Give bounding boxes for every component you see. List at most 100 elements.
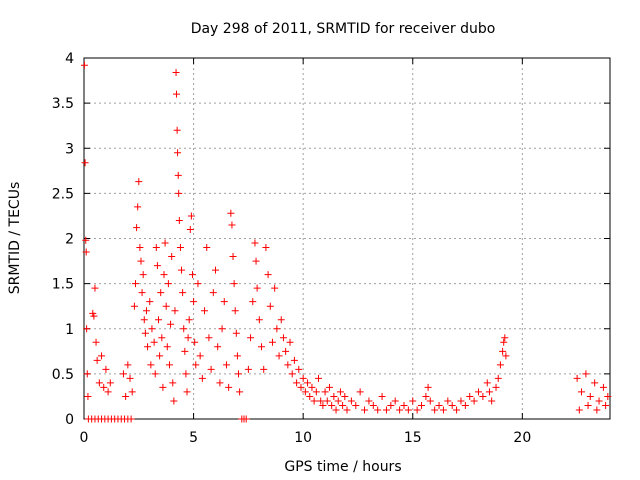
data-point — [266, 302, 274, 310]
data-point — [141, 329, 149, 337]
data-point — [181, 347, 189, 355]
data-point — [315, 374, 323, 382]
data-point — [160, 271, 168, 279]
data-point — [483, 379, 491, 387]
data-point — [147, 361, 155, 369]
data-point — [325, 383, 333, 391]
data-point — [170, 397, 178, 405]
data-point — [499, 347, 507, 355]
data-point — [494, 374, 502, 382]
data-point — [369, 401, 377, 409]
data-point — [229, 253, 237, 261]
data-point — [387, 401, 395, 409]
data-point — [156, 352, 164, 360]
data-point — [235, 370, 243, 378]
data-point — [126, 374, 134, 382]
y-tick-label: 2 — [65, 232, 74, 248]
data-point — [218, 325, 226, 333]
data-point — [130, 302, 138, 310]
data-point — [148, 325, 156, 333]
data-point — [586, 392, 594, 400]
data-point — [134, 203, 142, 211]
data-point — [418, 401, 426, 409]
data-point — [91, 284, 99, 292]
data-point — [431, 406, 439, 414]
data-point — [203, 244, 211, 252]
data-point — [225, 383, 233, 391]
data-point — [169, 379, 177, 387]
y-tick-label: 1 — [65, 322, 74, 338]
data-point — [453, 406, 461, 414]
data-point — [186, 225, 194, 233]
data-point — [187, 212, 195, 220]
data-point — [466, 392, 474, 400]
data-point — [142, 307, 150, 315]
data-point — [341, 392, 349, 400]
data-point — [258, 343, 266, 351]
data-point — [312, 388, 320, 396]
data-point — [426, 397, 434, 405]
data-point — [230, 280, 238, 288]
data-point — [119, 370, 127, 378]
data-point — [448, 401, 456, 409]
data-point — [144, 343, 152, 351]
data-point — [194, 280, 202, 288]
data-point — [171, 307, 179, 315]
data-point — [132, 280, 140, 288]
data-point — [214, 343, 222, 351]
data-point — [404, 406, 412, 414]
data-point — [207, 365, 215, 373]
data-point — [284, 361, 292, 369]
y-tick-label: 4 — [65, 51, 74, 67]
chart-title: Day 298 of 2011, SRMTID for receiver dub… — [191, 21, 496, 37]
data-point — [262, 244, 270, 252]
data-point — [82, 236, 90, 244]
data-point — [470, 397, 478, 405]
data-point — [191, 338, 199, 346]
data-point — [308, 383, 316, 391]
data-point — [83, 325, 91, 333]
data-point — [196, 352, 204, 360]
data-point — [457, 397, 465, 405]
data-point — [336, 388, 344, 396]
x-tick-label: 10 — [294, 430, 312, 446]
data-point — [133, 224, 141, 232]
data-point — [277, 316, 285, 324]
data-point — [409, 397, 417, 405]
data-point — [268, 338, 276, 346]
data-point — [282, 347, 290, 355]
data-point — [167, 320, 175, 328]
data-point — [185, 316, 193, 324]
data-point — [356, 388, 364, 396]
data-point — [492, 383, 500, 391]
data-point — [173, 126, 181, 134]
data-point — [135, 178, 143, 186]
data-point — [347, 397, 355, 405]
data-point — [174, 149, 182, 157]
data-point — [319, 401, 327, 409]
data-point — [255, 316, 263, 324]
data-point — [444, 397, 452, 405]
data-point — [422, 392, 430, 400]
data-point — [164, 280, 172, 288]
data-point — [157, 289, 165, 297]
data-point — [334, 397, 342, 405]
y-tick-label: 2.5 — [52, 186, 74, 202]
data-point — [98, 352, 106, 360]
data-point — [233, 352, 241, 360]
data-point — [205, 334, 213, 342]
data-point — [232, 329, 240, 337]
data-point — [165, 361, 173, 369]
data-point — [139, 271, 147, 279]
data-point — [247, 334, 255, 342]
data-point — [496, 361, 504, 369]
data-point — [198, 374, 206, 382]
data-point — [93, 356, 101, 364]
data-point — [81, 159, 89, 167]
data-point — [365, 397, 373, 405]
data-point — [184, 334, 192, 342]
data-point — [155, 316, 163, 324]
y-tick-label: 1.5 — [52, 277, 74, 293]
